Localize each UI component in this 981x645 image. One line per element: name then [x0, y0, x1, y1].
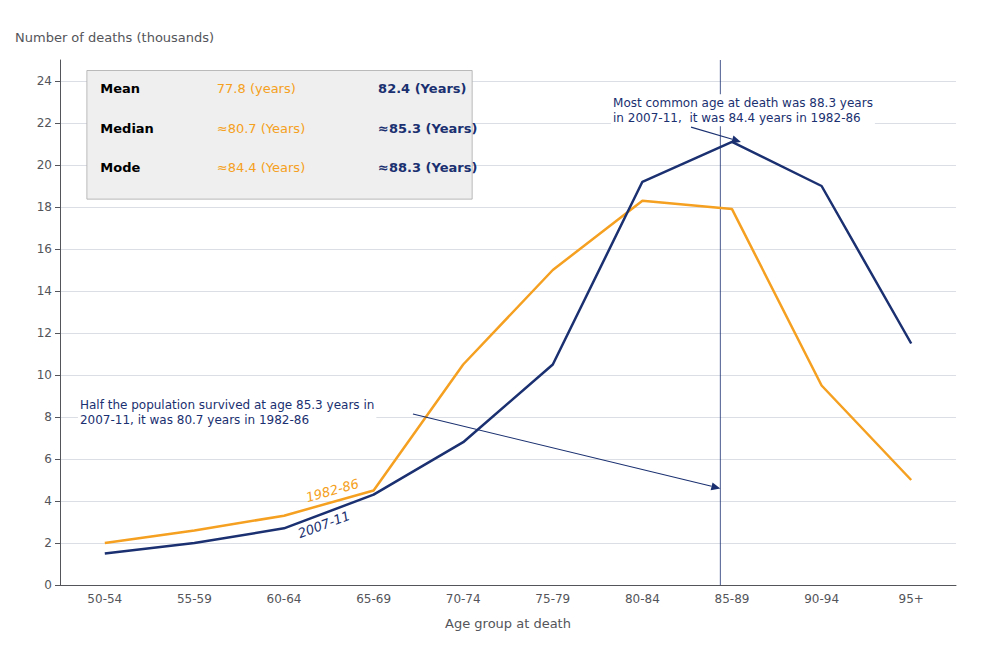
svg-text:70-74: 70-74 — [446, 592, 481, 606]
svg-text:10: 10 — [37, 368, 52, 382]
svg-text:Mean: Mean — [100, 81, 140, 96]
svg-text:2007-11, it was 80.7 years in: 2007-11, it was 80.7 years in 1982-86 — [80, 413, 309, 427]
svg-text:14: 14 — [37, 284, 52, 298]
svg-text:≈80.7 (Years): ≈80.7 (Years) — [217, 121, 305, 136]
svg-text:18: 18 — [37, 200, 52, 214]
svg-text:2: 2 — [44, 536, 52, 550]
svg-text:22: 22 — [37, 116, 52, 130]
svg-text:20: 20 — [37, 158, 52, 172]
svg-text:77.8 (years): 77.8 (years) — [217, 81, 296, 96]
svg-text:90-94: 90-94 — [804, 592, 839, 606]
svg-text:60-64: 60-64 — [267, 592, 302, 606]
svg-text:≈84.4 (Years): ≈84.4 (Years) — [217, 160, 305, 175]
svg-text:6: 6 — [44, 452, 52, 466]
svg-text:4: 4 — [44, 494, 52, 508]
svg-text:Number of deaths (thousands): Number of deaths (thousands) — [15, 30, 214, 45]
svg-text:≈85.3 (Years): ≈85.3 (Years) — [378, 121, 477, 136]
svg-text:12: 12 — [37, 326, 52, 340]
svg-text:16: 16 — [37, 242, 52, 256]
svg-text:Half the population survived a: Half the population survived at age 85.3… — [80, 398, 374, 412]
svg-text:Median: Median — [100, 121, 154, 136]
svg-text:Age group at death: Age group at death — [445, 616, 571, 631]
svg-text:1982-86: 1982-86 — [304, 476, 360, 505]
svg-text:65-69: 65-69 — [356, 592, 391, 606]
svg-text:≈88.3 (Years): ≈88.3 (Years) — [378, 160, 477, 175]
svg-text:95+: 95+ — [899, 592, 924, 606]
svg-text:0: 0 — [44, 578, 52, 592]
svg-text:24: 24 — [37, 74, 52, 88]
svg-text:Mode: Mode — [100, 160, 140, 175]
svg-text:80-84: 80-84 — [625, 592, 660, 606]
svg-text:2007-11: 2007-11 — [296, 508, 352, 541]
svg-text:82.4 (Years): 82.4 (Years) — [378, 81, 466, 96]
svg-text:Most common age at death was 8: Most common age at death was 88.3 years — [613, 96, 873, 110]
svg-text:85-89: 85-89 — [715, 592, 750, 606]
svg-text:55-59: 55-59 — [177, 592, 212, 606]
svg-text:50-54: 50-54 — [87, 592, 122, 606]
svg-text:75-79: 75-79 — [535, 592, 570, 606]
svg-text:in 2007-11, it was 84.4 years: in 2007-11, it was 84.4 years in 1982-86 — [613, 111, 861, 125]
svg-text:8: 8 — [44, 410, 52, 424]
